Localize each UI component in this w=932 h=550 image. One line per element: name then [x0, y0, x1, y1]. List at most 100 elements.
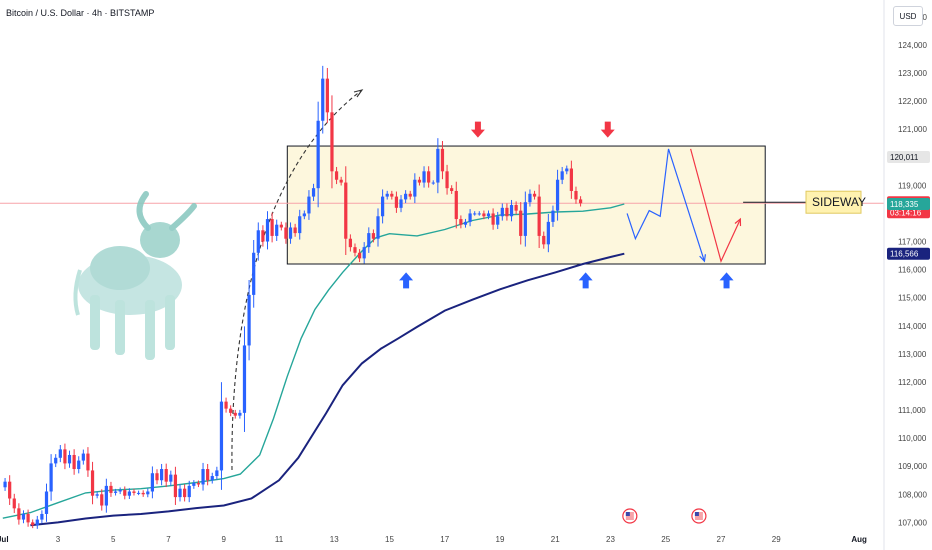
candle-body: [459, 219, 463, 225]
candle-body: [574, 190, 578, 200]
price-tick-label: 122,000: [898, 97, 927, 106]
price-tick-label: 124,000: [898, 41, 927, 50]
candle-body: [422, 171, 426, 183]
candle-body: [224, 401, 228, 409]
price-tag-value: 116,566: [890, 250, 919, 259]
candle-body: [353, 247, 357, 253]
price-tick-label: 114,000: [898, 322, 927, 331]
candle-body: [173, 474, 178, 498]
candle-body: [357, 252, 362, 259]
time-tick-label: 27: [717, 535, 726, 544]
candle-body: [293, 227, 297, 234]
blue-projection-path: [626, 148, 705, 262]
candle-body: [334, 171, 339, 180]
candle-body: [454, 190, 458, 220]
candle-body: [196, 483, 201, 485]
time-tick-label: 19: [496, 535, 505, 544]
time-tick-label: 7: [166, 535, 171, 544]
candle-body: [141, 492, 145, 495]
price-tag-countdown: 03:14:16: [890, 208, 922, 217]
candle-body: [450, 188, 454, 191]
price-tick-label: 111,000: [898, 406, 926, 415]
candle-body: [72, 454, 76, 470]
candle-body: [54, 457, 58, 464]
candlestick-series: [3, 65, 583, 529]
candle-body: [233, 412, 237, 416]
candle-body: [417, 179, 422, 183]
price-tag-background: [887, 150, 930, 163]
candle-body: [215, 470, 219, 477]
candle-body: [445, 171, 449, 189]
up-arrow-icon: [719, 272, 734, 289]
candle-body: [537, 196, 541, 236]
event-markers[interactable]: [622, 508, 707, 524]
up-arrow-icon: [578, 272, 593, 289]
sideway-annotation: SIDEWAY: [743, 190, 866, 214]
candle-body: [367, 233, 371, 248]
candle-body: [270, 219, 274, 236]
candle-body: [468, 213, 472, 222]
bull-illustration: [73, 191, 197, 360]
candle-body: [113, 491, 118, 493]
price-tag-background: [887, 198, 930, 211]
candle-body: [132, 491, 136, 493]
candle-body: [104, 485, 108, 506]
short-moving-average-line: [2, 203, 625, 519]
price-axis[interactable]: 107,000 108,000 109,000 110,000 111,000 112,0…: [898, 13, 927, 528]
us-flag-event-icon[interactable]: [691, 508, 707, 524]
candle-body: [394, 196, 399, 208]
candle-body: [90, 470, 95, 496]
red-projection-arrowhead: [734, 217, 742, 227]
candle-body: [242, 345, 247, 413]
candle-body: [187, 485, 191, 498]
candle-body: [159, 469, 164, 481]
candle-body: [252, 252, 256, 295]
candle-body: [146, 491, 150, 495]
candle-body: [95, 494, 99, 496]
time-axis[interactable]: Jul 3 5 7 9 11 13 15 17 19 21 23 25 27 29 Aug: [0, 535, 867, 544]
event-badge-canton: [625, 512, 630, 516]
price-tick-label: 109,000: [898, 462, 927, 471]
candle-body: [26, 513, 30, 523]
candle-body: [325, 78, 329, 113]
candle-body: [532, 193, 537, 197]
candle-body: [551, 210, 555, 222]
candle-body: [298, 216, 302, 234]
up-arrow-icon: [399, 272, 414, 289]
candle-body: [316, 120, 320, 189]
candle-body: [118, 490, 122, 492]
currency-button[interactable]: USD: [893, 6, 923, 26]
price-tick-label: 107,000: [898, 518, 927, 527]
candle-body: [58, 449, 62, 458]
down-arrow-icon: [600, 121, 615, 138]
candle-body: [288, 227, 293, 239]
candle-body: [528, 193, 532, 203]
price-tick-label: 110,000: [898, 434, 927, 443]
candle-body: [565, 168, 569, 172]
price-tick-label: 119,000: [898, 181, 927, 190]
candle-body: [399, 199, 403, 208]
candle-body: [569, 168, 573, 191]
candle-body: [12, 498, 16, 509]
red-projection-path: [690, 148, 741, 263]
time-tick-label: 17: [440, 535, 449, 544]
candle-body: [21, 513, 26, 520]
candle-body: [31, 522, 35, 526]
candle-body: [210, 476, 214, 481]
candle-body: [67, 454, 72, 464]
candle-body: [261, 230, 265, 242]
candle-body: [247, 294, 251, 346]
candle-body: [265, 219, 270, 242]
time-tick-label: 13: [330, 535, 339, 544]
us-flag-event-icon[interactable]: [622, 508, 638, 524]
price-tick-label: 112,000: [898, 378, 927, 387]
time-tick-label: 9: [222, 535, 227, 544]
time-tick-label: 25: [661, 535, 670, 544]
candle-body: [477, 213, 481, 215]
time-tick-label: 3: [56, 535, 61, 544]
candle-body: [192, 483, 196, 486]
price-tick-label: 117,000: [898, 238, 927, 247]
candle-body: [440, 148, 445, 172]
long-moving-average-line: [30, 252, 625, 527]
